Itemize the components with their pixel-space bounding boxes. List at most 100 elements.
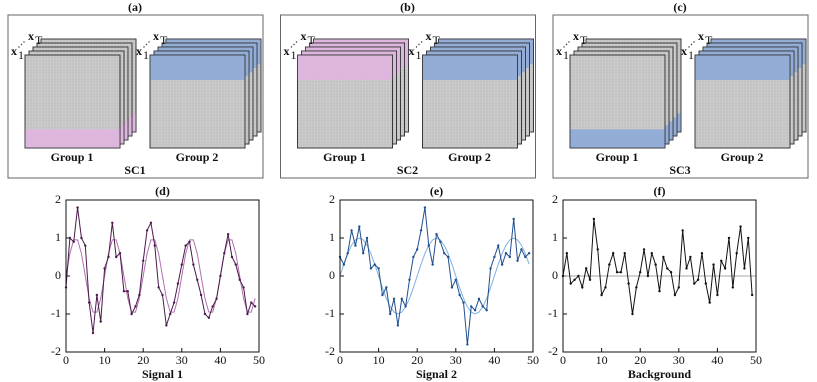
group-label: Group 2	[721, 150, 764, 164]
highlight	[150, 55, 245, 81]
point	[184, 244, 187, 247]
x-tick-label: 30	[450, 353, 462, 367]
stack-label: x	[301, 29, 307, 43]
point	[149, 221, 153, 224]
x-axis-label: Background	[628, 367, 691, 381]
x-tick-label: 30	[176, 353, 188, 367]
ellipsis-dot	[20, 43, 23, 46]
stack-label: x	[284, 44, 290, 58]
group-label: Group 2	[176, 150, 219, 164]
highlight	[422, 55, 518, 81]
point	[234, 263, 238, 266]
point	[381, 293, 384, 297]
point	[188, 240, 191, 243]
point	[196, 278, 199, 281]
point	[76, 206, 79, 209]
y-tick-label: -1	[51, 306, 61, 320]
group-label: Group 1	[596, 150, 639, 164]
plot-frame	[562, 199, 757, 353]
point	[165, 324, 168, 327]
stack-label: x	[409, 44, 415, 58]
point	[385, 286, 388, 289]
point	[685, 267, 688, 270]
point	[431, 263, 434, 266]
point	[230, 255, 234, 259]
series-line	[339, 207, 530, 345]
series-line	[339, 237, 530, 315]
point	[416, 248, 419, 251]
x-axis-label: Signal 1	[142, 367, 183, 381]
panel-label: (b)	[400, 0, 415, 14]
point	[508, 255, 512, 259]
point	[107, 255, 110, 259]
caption: SC2	[397, 163, 418, 177]
point	[423, 206, 427, 209]
series-line	[562, 218, 753, 315]
x-tick-label: 10	[596, 353, 608, 367]
point	[95, 293, 99, 297]
point	[103, 267, 106, 270]
point	[91, 331, 95, 335]
point	[635, 286, 638, 289]
point	[497, 244, 500, 247]
point	[623, 252, 626, 255]
point	[696, 278, 700, 281]
point	[84, 244, 87, 247]
x-tick-label: 10	[373, 353, 385, 367]
stack-sub: 1	[18, 48, 24, 62]
point	[588, 278, 592, 281]
point	[524, 255, 527, 259]
point	[731, 286, 735, 289]
panel-label: (c)	[673, 0, 686, 14]
point	[500, 263, 504, 266]
point	[392, 297, 396, 300]
point	[704, 282, 708, 285]
point	[739, 225, 742, 228]
point	[138, 293, 141, 297]
point	[130, 312, 133, 316]
point	[396, 324, 400, 327]
ellipsis-dot	[18, 46, 20, 48]
point	[346, 252, 349, 255]
point	[565, 252, 569, 255]
stack-label: x	[426, 29, 432, 43]
point	[342, 263, 346, 266]
point	[369, 267, 373, 270]
point	[126, 290, 129, 293]
point	[604, 286, 607, 289]
point	[176, 282, 180, 285]
point	[169, 312, 172, 316]
frame-border	[422, 54, 518, 149]
point	[215, 297, 218, 300]
point	[727, 236, 731, 240]
point	[527, 252, 531, 255]
point	[87, 301, 91, 304]
point	[750, 293, 754, 297]
point	[473, 309, 477, 312]
x-tick-label: 20	[137, 353, 149, 367]
point	[365, 236, 369, 240]
stack-sub: T	[705, 33, 713, 47]
y-tick-label: 0	[552, 268, 558, 282]
point	[114, 255, 118, 259]
y-tick-label: 2	[552, 192, 558, 206]
stack-label: x	[556, 44, 562, 58]
point	[219, 274, 222, 278]
point	[615, 271, 619, 274]
point	[735, 252, 738, 255]
point	[388, 312, 392, 316]
stack-sub: 1	[563, 48, 569, 62]
highlight	[695, 55, 790, 81]
stack-label: x	[681, 44, 687, 58]
ellipsis-dot	[143, 46, 145, 48]
series-line	[65, 207, 256, 334]
point	[743, 267, 746, 270]
point	[708, 301, 711, 304]
stack-sub: 1	[291, 48, 297, 62]
stack-sub: T	[308, 33, 316, 47]
point	[611, 252, 615, 255]
point	[716, 293, 719, 297]
point	[412, 255, 415, 259]
y-tick-label: -2	[325, 344, 335, 358]
